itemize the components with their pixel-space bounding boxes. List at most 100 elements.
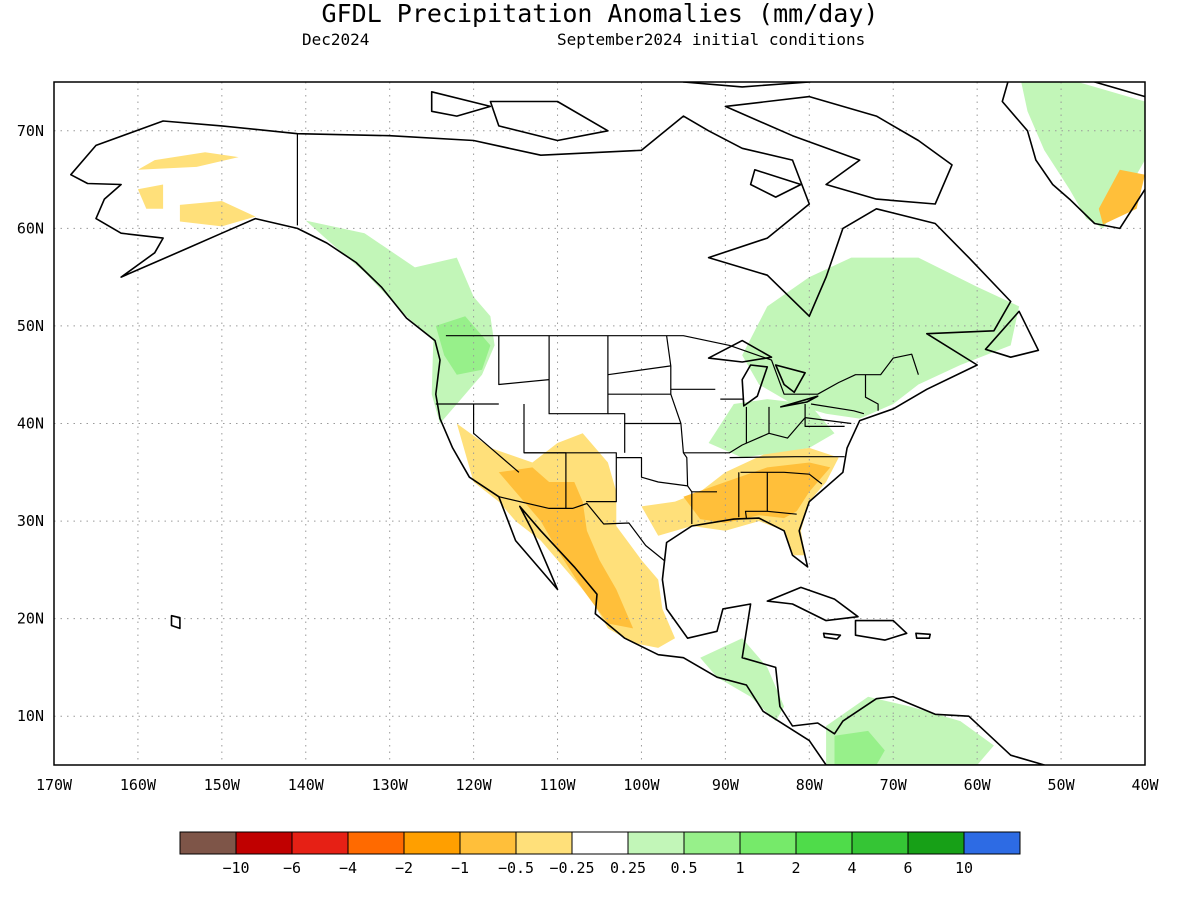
anomaly-nw-coast-wet [305, 220, 495, 424]
lon-tick-label: 70W [880, 776, 908, 794]
anomaly-alaska-dry-3 [137, 184, 164, 209]
lon-tick-label: 110W [539, 776, 576, 794]
anomaly-greenland-dry [1098, 169, 1145, 225]
lon-tick-label: 80W [796, 776, 824, 794]
anomaly-central-america-wet [700, 638, 785, 722]
map-background [54, 82, 1145, 765]
anomaly-south-america-wet-med [834, 730, 885, 765]
legend-label: −0.25 [549, 859, 594, 877]
border-line [767, 510, 797, 515]
legend-swatch [907, 831, 965, 855]
lon-tick-label: 150W [204, 776, 241, 794]
longitude-labels: 170W 160W 150W 140W 130W 120W 110W 100W 90W 80W 70… [36, 776, 1160, 794]
legend-swatch [403, 831, 461, 855]
coast-lake-michigan [741, 364, 769, 407]
legend-label: 1 [735, 859, 744, 877]
legend-swatch [515, 831, 573, 855]
lon-tick-label: 160W [120, 776, 157, 794]
forecast-month: Dec2024 [302, 30, 369, 49]
legend-label: 2 [791, 859, 800, 877]
legend-label: −4 [339, 859, 357, 877]
border-line [740, 471, 823, 485]
anomaly-nw-coast-wet-mid [435, 316, 491, 375]
lon-tick-label: 40W [1131, 776, 1159, 794]
coast-puerto-rico [915, 632, 932, 640]
legend-swatch [235, 831, 293, 855]
legend-swatch [963, 831, 1021, 855]
border-line [616, 457, 688, 487]
latitude-labels: 70N 60N 50N 40N 30N 20N 10N [17, 122, 44, 725]
legend-label: −2 [395, 859, 413, 877]
legend-swatch [627, 831, 685, 855]
coast-lake-huron [774, 364, 806, 394]
lat-tick-label: 40N [17, 415, 44, 433]
coast-cuba [766, 586, 859, 622]
coast-newfoundland [984, 310, 1040, 359]
legend-label: −1 [451, 859, 469, 877]
legend-swatch [347, 831, 405, 855]
lon-tick-label: 90W [712, 776, 740, 794]
coast-lake-erie [779, 395, 819, 408]
lon-tick-label: 50W [1048, 776, 1076, 794]
border-line [607, 413, 681, 425]
lon-tick-label: 100W [623, 776, 660, 794]
anomaly-alaska-dry-1 [137, 152, 239, 170]
coast-greenland [1001, 82, 1145, 230]
legend-label: −0.5 [498, 859, 534, 877]
lon-tick-label: 140W [288, 776, 325, 794]
coast-victoria-island [489, 100, 609, 142]
legend-label: 4 [847, 859, 856, 877]
legend-label: 10 [955, 859, 973, 877]
map-area [54, 82, 1145, 765]
map-frame [53, 81, 1146, 766]
anomaly-alaska-dry-2 [179, 201, 256, 227]
coast-na-mainland [70, 115, 1046, 765]
legend-label: −6 [283, 859, 301, 877]
legend-swatch [459, 831, 517, 855]
anomaly-sw-dry-med [498, 467, 634, 629]
lon-tick-label: 170W [36, 776, 73, 794]
anomaly-shading [137, 82, 1145, 765]
border-line [473, 404, 520, 473]
lat-tick-label: 20N [17, 610, 44, 628]
border-line [729, 456, 845, 459]
legend-label: 6 [903, 859, 912, 877]
lat-tick-label: 60N [17, 219, 44, 237]
legend-swatch [291, 831, 349, 855]
lat-tick-label: 10N [17, 707, 44, 725]
legend-swatch [795, 831, 853, 855]
anomaly-east-canada-wet [742, 257, 1020, 419]
lat-tick-label: 70N [17, 122, 44, 140]
legend-label: −10 [222, 859, 249, 877]
legend-swatch [683, 831, 741, 855]
coastlines [70, 82, 1145, 765]
lon-tick-label: 120W [456, 776, 493, 794]
border-line [864, 374, 879, 411]
political-borders [296, 133, 919, 562]
border-line [524, 452, 617, 503]
anomaly-southeast-dry-med [683, 462, 831, 523]
lon-tick-label: 60W [964, 776, 992, 794]
border-line [744, 472, 768, 519]
lon-tick-label: 130W [372, 776, 409, 794]
coast-jamaica [822, 632, 842, 640]
legend-swatch [179, 831, 237, 855]
legend-label: 0.5 [670, 859, 697, 877]
coast-baffin-island [724, 95, 953, 205]
coast-ellesmere [682, 82, 815, 88]
border-line [445, 335, 919, 395]
legend-label: 0.25 [610, 859, 646, 877]
border-line [498, 496, 666, 562]
initial-conditions: September2024 initial conditions [557, 30, 865, 49]
coast-banks-island [430, 91, 492, 117]
figure-title: GFDL Precipitation Anomalies (mm/day) [322, 0, 879, 28]
lat-tick-label: 50N [17, 317, 44, 335]
legend-swatch [851, 831, 909, 855]
anomaly-ohio-valley-wet [708, 399, 835, 458]
border-line [498, 335, 550, 386]
border-line [810, 403, 865, 415]
coast-hispaniola [854, 619, 908, 641]
coast-southampton [749, 169, 802, 198]
